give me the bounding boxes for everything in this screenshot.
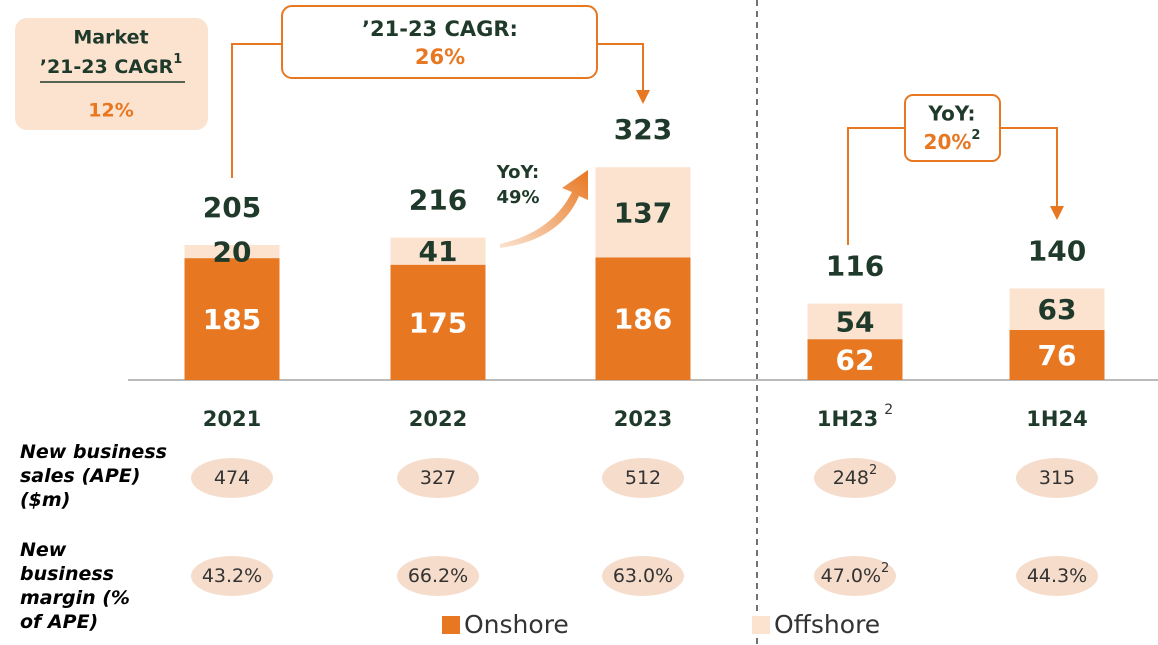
row-value: 327	[420, 467, 456, 489]
connector	[847, 127, 905, 245]
segment-label: 175	[409, 306, 467, 339]
row-value: 2482	[833, 463, 878, 489]
segment-label: 63	[1038, 293, 1077, 326]
text-part: 43.2%	[202, 565, 262, 587]
x-tick-label: 2022	[409, 407, 467, 431]
row-value: 43.2%	[202, 565, 262, 587]
footnote: 2	[884, 402, 893, 418]
value-bubble	[397, 556, 479, 596]
row-value: 474	[214, 467, 250, 489]
arrowhead	[636, 90, 650, 104]
footnote: 2	[869, 463, 877, 478]
bar-segment	[390, 264, 486, 380]
value-bubble	[814, 556, 896, 596]
legend-swatch	[442, 616, 460, 634]
annotation: ’21-23 CAGR:	[362, 17, 518, 41]
arrowhead	[1050, 206, 1064, 220]
text-part: 20%	[924, 130, 972, 154]
text-part: 1H23	[817, 407, 878, 431]
total-label: 323	[614, 113, 672, 146]
row-value: 44.3%	[1027, 565, 1087, 587]
annotation: ’21-23 CAGR1	[40, 52, 183, 78]
legend-swatch	[752, 616, 770, 634]
bar-segment	[595, 257, 691, 380]
text-part: 63.0%	[613, 565, 673, 587]
connector	[597, 43, 644, 92]
x-tick-label: 1H23 2	[817, 402, 893, 431]
text-part: 327	[420, 467, 456, 489]
segment-label: 20	[213, 236, 252, 269]
annotation: 12%	[88, 100, 133, 122]
value-bubble	[1016, 458, 1098, 498]
annotation: Market	[73, 27, 148, 49]
legend-label: Offshore	[774, 610, 880, 639]
segment-label: 54	[836, 305, 875, 338]
text-part: 2021	[203, 407, 261, 431]
bar-segment	[184, 244, 280, 259]
market-box	[15, 18, 208, 130]
footnote: 1	[173, 52, 182, 67]
x-tick-label: 2023	[614, 407, 672, 431]
text-part: 512	[625, 467, 661, 489]
connector	[231, 43, 282, 178]
bar-segment	[184, 258, 280, 380]
yoy-box	[904, 94, 1001, 162]
annotation: YoY:	[927, 102, 975, 126]
row-label: New business margin (% of APE)	[20, 539, 130, 633]
cagr-box	[281, 5, 598, 79]
total-label: 116	[826, 250, 884, 283]
segment-label: 137	[614, 196, 672, 229]
segment-label: 76	[1038, 339, 1077, 372]
annotation: 26%	[415, 45, 465, 69]
bar-segment	[595, 167, 691, 258]
value-bubble	[602, 556, 684, 596]
value-bubble	[191, 458, 273, 498]
connector	[1000, 127, 1058, 208]
total-label: 140	[1028, 234, 1086, 267]
bar-segment	[807, 303, 903, 340]
row-value: 512	[625, 467, 661, 489]
bar-segment	[1009, 288, 1105, 330]
text-part: ’21-23 CAGR	[40, 56, 174, 78]
yoy-arrow	[500, 170, 588, 248]
legend-label: Onshore	[464, 610, 569, 639]
segment-label: 62	[836, 344, 875, 377]
footnote: 2	[881, 561, 889, 576]
row-label: New business sales (APE) ($m)	[20, 441, 167, 511]
segment-label: 186	[614, 303, 672, 336]
total-label: 205	[203, 191, 261, 224]
row-value: 47.0%2	[821, 561, 890, 587]
row-value: 66.2%	[408, 565, 468, 587]
total-label: 216	[409, 184, 467, 217]
annotation: YoY:	[496, 162, 539, 183]
bar-segment	[390, 237, 486, 265]
value-bubble	[191, 556, 273, 596]
footnote: 2	[971, 128, 980, 143]
text-part: 1H24	[1026, 407, 1087, 431]
bar-segment	[807, 339, 903, 380]
annotation: 49%	[496, 187, 539, 208]
row-value: 315	[1039, 467, 1075, 489]
text-part: 2023	[614, 407, 672, 431]
text-part: 474	[214, 467, 250, 489]
text-part: 248	[833, 467, 869, 489]
row-value: 63.0%	[613, 565, 673, 587]
bar-segment	[1009, 329, 1105, 380]
text-part: 2022	[409, 407, 467, 431]
segment-label: 185	[203, 303, 261, 336]
text-part: 315	[1039, 467, 1075, 489]
value-bubble	[602, 458, 684, 498]
value-bubble	[814, 458, 896, 498]
value-bubble	[397, 458, 479, 498]
text-part: 47.0%	[821, 565, 881, 587]
segment-label: 41	[419, 235, 458, 268]
text-part: 66.2%	[408, 565, 468, 587]
x-tick-label: 2021	[203, 407, 261, 431]
x-tick-label: 1H24	[1026, 407, 1087, 431]
value-bubble	[1016, 556, 1098, 596]
annotation: 20%2	[924, 128, 981, 154]
text-part: 44.3%	[1027, 565, 1087, 587]
